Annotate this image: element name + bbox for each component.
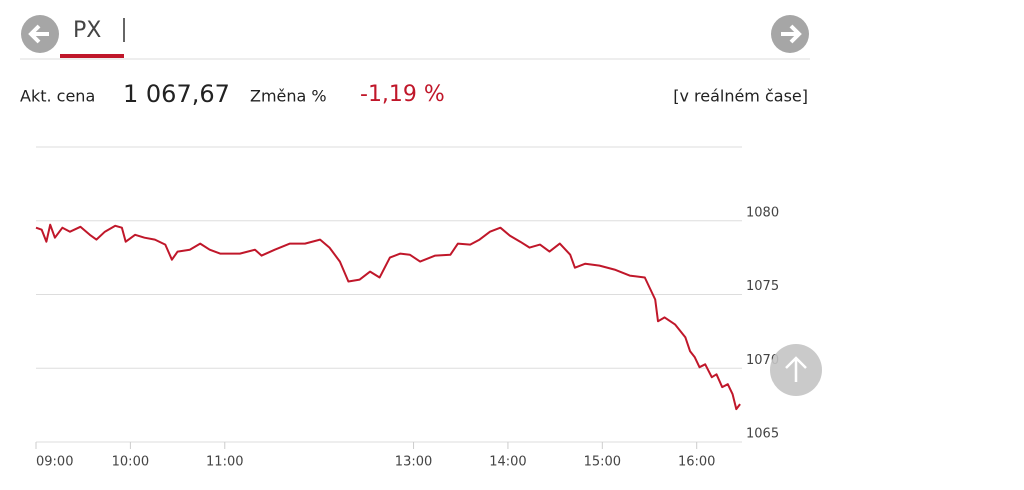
x-tick-label: 14:00 [489,455,526,470]
price: 1 067,67 [123,80,230,108]
tab-underline [60,54,124,58]
x-tick-label: 09:00 [36,455,73,470]
tab-label[interactable]: PX [73,18,101,43]
realtime-note: [v reálném čase] [673,87,808,106]
y-tick-label: 1080 [746,205,779,220]
x-tick-label: 11:00 [206,455,243,470]
x-tick-label: 13:00 [395,455,432,470]
change-label: Změna % [250,87,327,106]
y-tick-label: 1075 [746,279,779,294]
back-button[interactable] [21,15,59,53]
price-line [35,223,741,411]
change: -1,19 % [360,82,445,107]
forward-button[interactable] [771,15,809,53]
price-label: Akt. cena [20,87,95,106]
x-tick-label: 16:00 [678,455,715,470]
y-tick-label: 1065 [746,427,779,442]
x-tick-label: 10:00 [112,455,149,470]
scroll-top-button[interactable] [770,344,822,396]
x-tick-label: 15:00 [584,455,621,470]
